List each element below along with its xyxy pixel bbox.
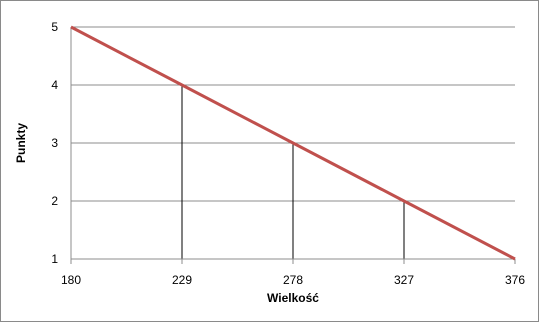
y-tick-labels: 1 2 3 4 5 [51,20,58,266]
series-line [70,25,516,261]
axes [70,27,516,264]
x-axis-title: Wielkość [267,291,319,305]
x-tick-labels: 180 229 278 327 376 [61,273,525,287]
x-tick-label: 376 [505,273,525,287]
y-tick-label: 2 [51,194,58,208]
y-tick-label: 3 [51,136,58,150]
x-tick-label: 180 [61,273,81,287]
x-tick-label: 229 [172,273,192,287]
y-axis-title: Punkty [14,123,28,163]
y-tick-label: 5 [51,20,58,34]
y-tick-label: 4 [51,78,58,92]
x-tick-label: 327 [394,273,414,287]
x-tick-label: 278 [283,273,303,287]
series-group [70,25,516,261]
y-tick-label: 1 [51,252,58,266]
